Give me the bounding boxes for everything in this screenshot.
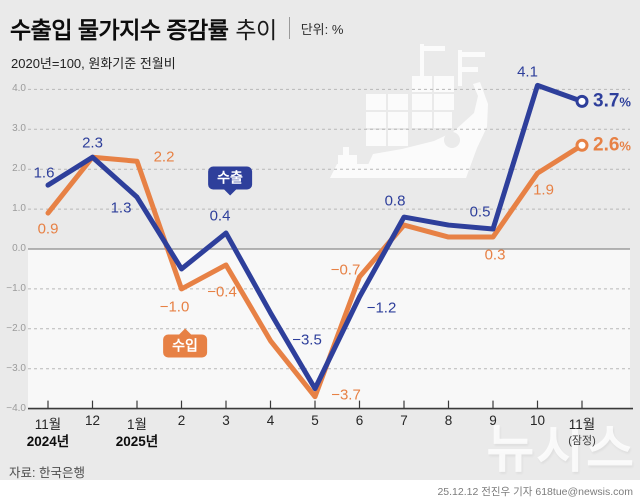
credit-label: 25.12.12 전진우 기자 618tue@newsis.com <box>437 486 633 498</box>
header: 수출입 물가지수 증감률 추이 단위: % <box>10 11 343 45</box>
newsis-watermark: 뉴시스 <box>486 421 636 479</box>
unit-label: 단위: % <box>300 21 344 37</box>
page-title-suffix: 추이 <box>235 17 277 43</box>
import-end-marker <box>575 138 589 152</box>
ship-containers <box>366 76 454 146</box>
source-label: 자료: 한국은행 <box>9 466 85 480</box>
ship-porthole <box>444 132 460 148</box>
page-title: 수출입 물가지수 증감률 <box>10 17 229 43</box>
ship-icon <box>330 44 488 178</box>
export-end-marker <box>575 94 589 108</box>
chart-subtitle: 2020년=100, 원화기준 전월비 <box>11 56 176 71</box>
title-divider <box>288 17 290 39</box>
footer-strip <box>0 480 640 502</box>
import-line <box>45 142 585 400</box>
export-line <box>45 82 585 392</box>
